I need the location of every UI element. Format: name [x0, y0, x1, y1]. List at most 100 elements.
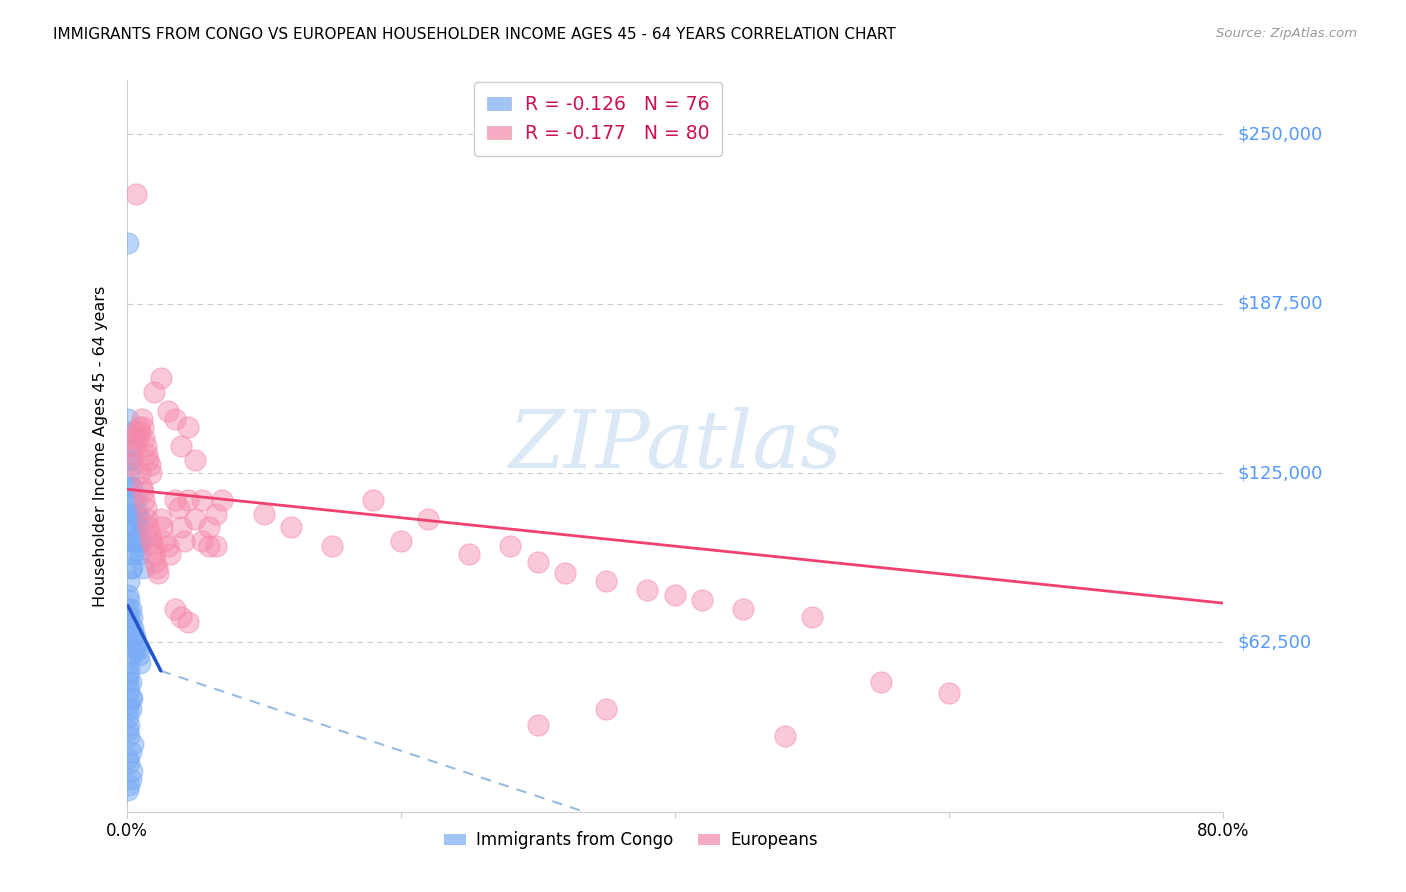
Point — [527, 556, 550, 570]
Point — [163, 412, 186, 426]
Point — [129, 520, 152, 534]
Point — [191, 533, 214, 548]
Point — [124, 507, 146, 521]
Point — [184, 512, 207, 526]
Point — [117, 710, 139, 724]
Point — [131, 480, 153, 494]
Point — [135, 501, 157, 516]
Point — [458, 547, 481, 561]
Point — [117, 615, 139, 629]
Point — [184, 452, 207, 467]
Point — [692, 593, 714, 607]
Point — [595, 574, 617, 589]
Point — [134, 493, 156, 508]
Point — [121, 690, 143, 705]
Text: $62,500: $62,500 — [1237, 633, 1312, 651]
Point — [118, 697, 141, 711]
Point — [117, 750, 139, 764]
Y-axis label: Householder Income Ages 45 - 64 years: Householder Income Ages 45 - 64 years — [93, 285, 108, 607]
Point — [143, 547, 166, 561]
Point — [152, 533, 174, 548]
Point — [197, 539, 219, 553]
Point — [136, 512, 159, 526]
Point — [118, 718, 141, 732]
Point — [139, 528, 162, 542]
Point — [121, 561, 143, 575]
Point — [120, 674, 142, 689]
Point — [128, 539, 150, 553]
Point — [733, 601, 755, 615]
Point — [149, 512, 172, 526]
Point — [139, 458, 162, 472]
Point — [129, 547, 152, 561]
Point — [118, 425, 141, 440]
Point — [125, 187, 148, 202]
Point — [146, 566, 169, 581]
Point — [170, 520, 193, 534]
Point — [128, 648, 150, 662]
Point — [138, 520, 160, 534]
Point — [156, 404, 179, 418]
Point — [177, 615, 200, 629]
Point — [118, 656, 141, 670]
Point — [117, 601, 139, 615]
Text: $125,000: $125,000 — [1237, 464, 1323, 482]
Point — [869, 674, 891, 689]
Point — [128, 512, 150, 526]
Point — [117, 412, 139, 426]
Point — [120, 702, 142, 716]
Point — [121, 648, 143, 662]
Point — [163, 493, 186, 508]
Point — [122, 547, 145, 561]
Point — [125, 425, 148, 440]
Point — [125, 637, 148, 651]
Point — [118, 664, 141, 678]
Point — [211, 493, 233, 508]
Point — [120, 507, 142, 521]
Point — [197, 520, 219, 534]
Point — [163, 601, 186, 615]
Point — [120, 772, 142, 787]
Point — [127, 533, 149, 548]
Point — [120, 620, 142, 634]
Point — [120, 533, 142, 548]
Point — [121, 609, 143, 624]
Point — [173, 533, 195, 548]
Point — [321, 539, 343, 553]
Point — [118, 756, 141, 770]
Legend: Immigrants from Congo, Europeans: Immigrants from Congo, Europeans — [437, 825, 824, 856]
Point — [801, 609, 824, 624]
Point — [143, 556, 166, 570]
Text: ZIPatlas: ZIPatlas — [508, 408, 842, 484]
Point — [117, 723, 139, 738]
Point — [120, 458, 142, 472]
Point — [149, 371, 172, 385]
Point — [159, 547, 181, 561]
Point — [117, 452, 139, 467]
Point — [121, 764, 143, 778]
Point — [253, 507, 276, 521]
Point — [118, 609, 141, 624]
Point — [191, 493, 214, 508]
Point — [118, 729, 141, 743]
Point — [122, 520, 145, 534]
Point — [145, 561, 167, 575]
Point — [124, 439, 146, 453]
Point — [129, 656, 152, 670]
Point — [170, 609, 193, 624]
Point — [128, 420, 150, 434]
Point — [122, 620, 145, 634]
Point — [177, 493, 200, 508]
Point — [132, 420, 155, 434]
Point — [156, 539, 179, 553]
Point — [118, 547, 141, 561]
Point — [129, 425, 152, 440]
Point — [280, 520, 302, 534]
Point — [118, 466, 141, 480]
Point — [118, 493, 141, 508]
Point — [131, 412, 153, 426]
Text: Source: ZipAtlas.com: Source: ZipAtlas.com — [1216, 27, 1357, 40]
Point — [170, 439, 193, 453]
Point — [142, 539, 165, 553]
Point — [121, 533, 143, 548]
